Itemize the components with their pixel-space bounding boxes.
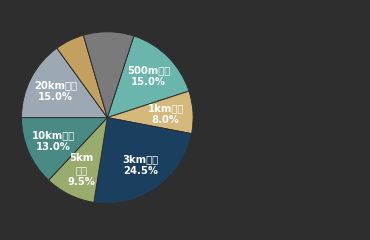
Wedge shape [57,35,107,118]
Wedge shape [107,91,193,134]
Wedge shape [94,118,192,204]
Text: 5km
以内
9.5%: 5km 以内 9.5% [68,153,95,187]
Wedge shape [107,36,189,118]
Text: 20km以内
15.0%: 20km以内 15.0% [34,80,77,102]
Text: 3km以内
24.5%: 3km以内 24.5% [123,155,159,176]
Text: 1km以内
8.0%: 1km以内 8.0% [147,103,184,125]
Text: 500m以内
15.0%: 500m以内 15.0% [127,66,170,87]
Wedge shape [48,118,107,202]
Text: 10km以内
13.0%: 10km以内 13.0% [32,130,75,152]
Wedge shape [21,118,107,180]
Wedge shape [83,32,134,118]
Wedge shape [21,48,107,118]
